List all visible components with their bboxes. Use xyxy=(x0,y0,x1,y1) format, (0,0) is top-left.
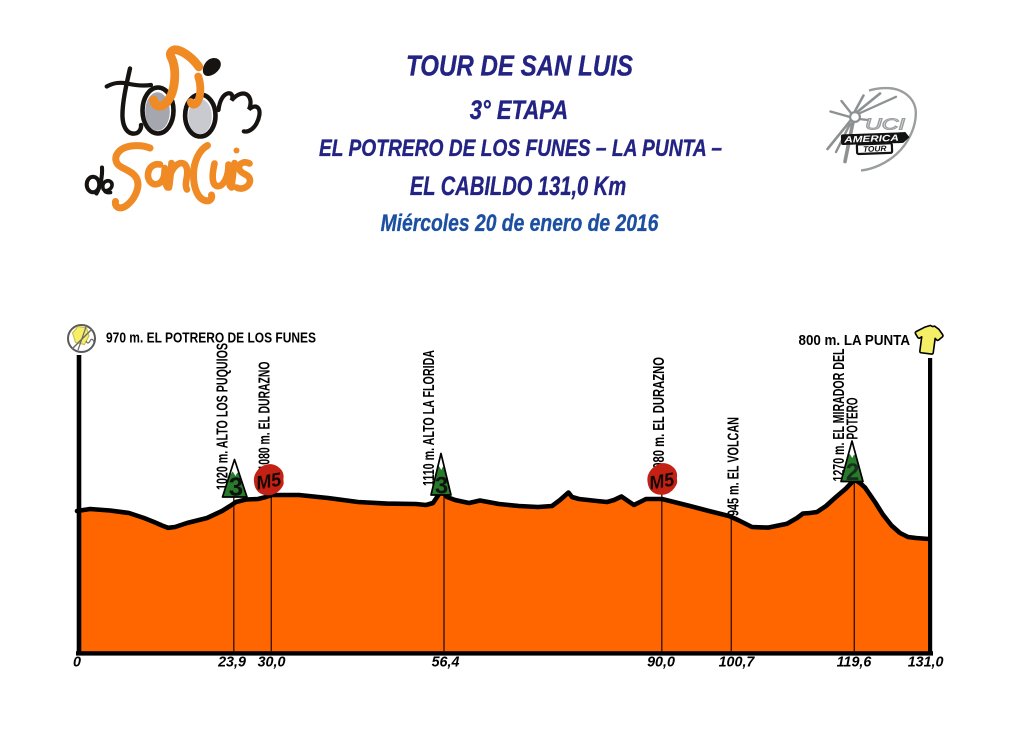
svg-text:TOUR: TOUR xyxy=(863,144,887,154)
svg-text:90,0: 90,0 xyxy=(647,655,675,671)
svg-text:1080 m. EL DURAZNO: 1080 m. EL DURAZNO xyxy=(651,357,668,475)
svg-text:23,9: 23,9 xyxy=(217,655,246,671)
svg-text:TOUR DE SAN LUIS: TOUR DE SAN LUIS xyxy=(406,50,634,82)
svg-text:Miércoles 20 de enero de 2016: Miércoles 20 de enero de 2016 xyxy=(381,210,659,237)
svg-text:0: 0 xyxy=(73,655,81,671)
svg-text:M5: M5 xyxy=(255,469,284,494)
svg-text:UCI: UCI xyxy=(865,117,906,134)
svg-text:1020 m. ALTO LOS PUQUIOS: 1020 m. ALTO LOS PUQUIOS xyxy=(215,343,232,490)
svg-text:800 m. LA PUNTA: 800 m. LA PUNTA xyxy=(799,333,911,349)
svg-text:EL POTRERO DE LOS FUNES – LA P: EL POTRERO DE LOS FUNES – LA PUNTA – xyxy=(319,135,722,162)
svg-text:100,7: 100,7 xyxy=(719,655,756,671)
svg-text:131,0: 131,0 xyxy=(908,655,944,671)
svg-text:POTERO: POTERO xyxy=(845,398,862,440)
svg-text:1270 m. EL MIRADOR DEL: 1270 m. EL MIRADOR DEL xyxy=(831,348,848,481)
svg-text:1110 m. ALTO LA FLORIDA: 1110 m. ALTO LA FLORIDA xyxy=(421,350,438,486)
svg-text:1080 m. EL DURAZNO: 1080 m. EL DURAZNO xyxy=(257,362,274,471)
svg-text:M5: M5 xyxy=(648,469,677,494)
svg-text:3° ETAPA: 3° ETAPA xyxy=(470,95,569,125)
svg-text:56,4: 56,4 xyxy=(432,655,460,671)
svg-text:3: 3 xyxy=(435,473,448,500)
svg-text:119,6: 119,6 xyxy=(837,655,873,671)
svg-text:970 m. EL POTRERO DE LOS FUNES: 970 m. EL POTRERO DE LOS FUNES xyxy=(106,331,316,347)
svg-text:945 m. EL VOLCAN: 945 m. EL VOLCAN xyxy=(726,417,743,516)
svg-text:AMERICA: AMERICA xyxy=(843,133,899,145)
svg-text:3: 3 xyxy=(229,472,243,502)
svg-text:EL CABILDO 131,0 Km: EL CABILDO 131,0 Km xyxy=(410,171,626,201)
svg-text:30,0: 30,0 xyxy=(258,655,286,671)
svg-text:2: 2 xyxy=(846,459,859,486)
